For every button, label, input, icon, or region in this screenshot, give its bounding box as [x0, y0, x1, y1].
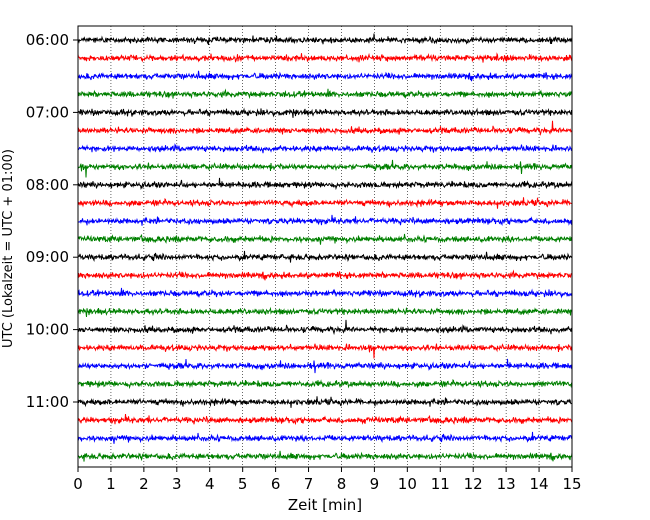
y-tick-label: 10:00 [26, 321, 69, 339]
seismogram-trace [77, 431, 573, 444]
seismogram-trace [77, 343, 573, 359]
x-tick-label: 12 [464, 475, 483, 493]
y-axis-ticks: 06:00 07:00 08:00 09:00 10:00 11:00 [26, 31, 78, 411]
x-tick-label: 2 [139, 475, 149, 493]
y-tick-label: 07:00 [26, 103, 69, 121]
seismogram-trace [77, 197, 573, 209]
seismogram-trace [77, 177, 573, 191]
x-tick-label: 5 [238, 475, 248, 493]
y-tick-label: 09:00 [26, 248, 69, 266]
x-tick-label: 8 [337, 475, 347, 493]
seismogram-trace [77, 107, 573, 118]
y-tick-label: 11:00 [26, 393, 69, 411]
seismogram-trace [77, 306, 573, 318]
x-axis-label: Zeit [min] [288, 496, 362, 514]
seismogram-trace [77, 450, 573, 462]
seismogram-trace [77, 120, 573, 137]
seismogram-trace [77, 287, 573, 299]
seismogram-trace [77, 319, 573, 336]
seismogram-trace [78, 269, 573, 281]
x-tick-label: 10 [398, 475, 417, 493]
y-tick-label: 06:00 [26, 31, 69, 49]
x-tick-label: 14 [530, 475, 549, 493]
seismogram-trace [77, 233, 573, 245]
x-tick-label: 4 [205, 475, 215, 493]
plot-frame [77, 25, 573, 468]
x-tick-label: 3 [172, 475, 182, 493]
seismogram-trace [77, 250, 573, 263]
seismogram-trace [77, 52, 573, 63]
seismogram-trace [77, 379, 573, 390]
seismogram-trace [77, 159, 573, 178]
x-tick-label: 7 [304, 475, 314, 493]
x-tick-label: 11 [431, 475, 450, 493]
seismogram-trace [77, 143, 573, 154]
seismogram-trace [77, 33, 573, 46]
seismogram-trace [77, 358, 573, 374]
seismogram-trace [77, 70, 573, 82]
y-axis-label: UTC (Lokalzeit = UTC + 01:00) [1, 149, 16, 348]
x-tick-label: 13 [497, 475, 516, 493]
x-tick-label: 15 [562, 475, 581, 493]
x-tick-label: 1 [106, 475, 116, 493]
seismogram-trace [77, 413, 573, 426]
seismogram-trace [77, 88, 573, 100]
x-axis-ticks: 0 1 2 3 4 5 6 7 8 9 10 11 12 13 14 15 [73, 467, 582, 493]
trace-group [77, 33, 573, 462]
y-tick-label: 08:00 [26, 176, 69, 194]
seismogram-trace [77, 214, 573, 227]
x-tick-label: 0 [73, 475, 83, 493]
seismogram-trace [77, 396, 573, 408]
x-tick-label: 9 [370, 475, 380, 493]
x-tick-label: 6 [271, 475, 281, 493]
